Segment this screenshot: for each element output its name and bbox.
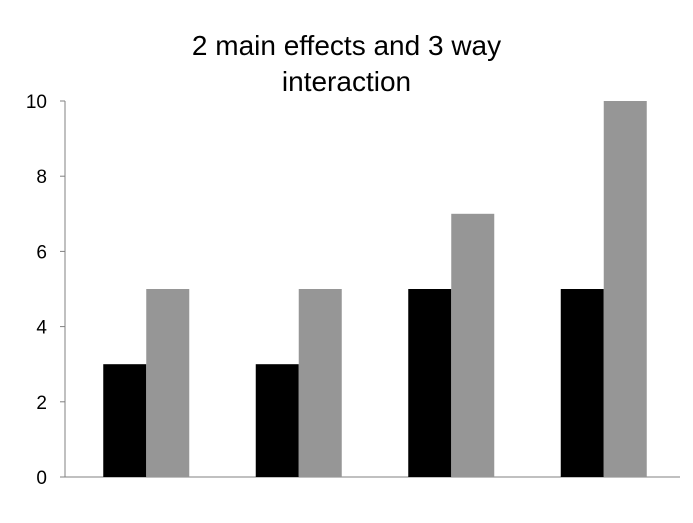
- y-tick-label: 4: [36, 318, 47, 339]
- bar-series-1-group-2: [255, 364, 299, 477]
- bar-series-2-group-3: [451, 213, 495, 478]
- bars: [103, 101, 647, 478]
- bar-series-2-group-4: [603, 101, 647, 477]
- y-tick-label: 0: [36, 468, 47, 489]
- y-axis: 0 2 4 6 8 10: [26, 92, 66, 489]
- bar-series-1-group-1: [103, 364, 147, 477]
- chart-title: 2 main effects and 3 way interaction: [0, 28, 693, 100]
- chart-title-line-1: 2 main effects and 3 way: [191, 30, 502, 61]
- bar-series-1-group-3: [408, 289, 452, 477]
- bar-series-2-group-2: [298, 289, 342, 477]
- y-tick-label: 6: [36, 242, 47, 263]
- y-tick-label: 2: [36, 393, 47, 414]
- bar-series-2-group-1: [146, 289, 190, 477]
- bar-series-1-group-4: [560, 289, 604, 477]
- chart-title-line-2: interaction: [281, 66, 412, 97]
- y-tick-label: 10: [26, 92, 47, 113]
- y-tick-label: 8: [36, 167, 47, 188]
